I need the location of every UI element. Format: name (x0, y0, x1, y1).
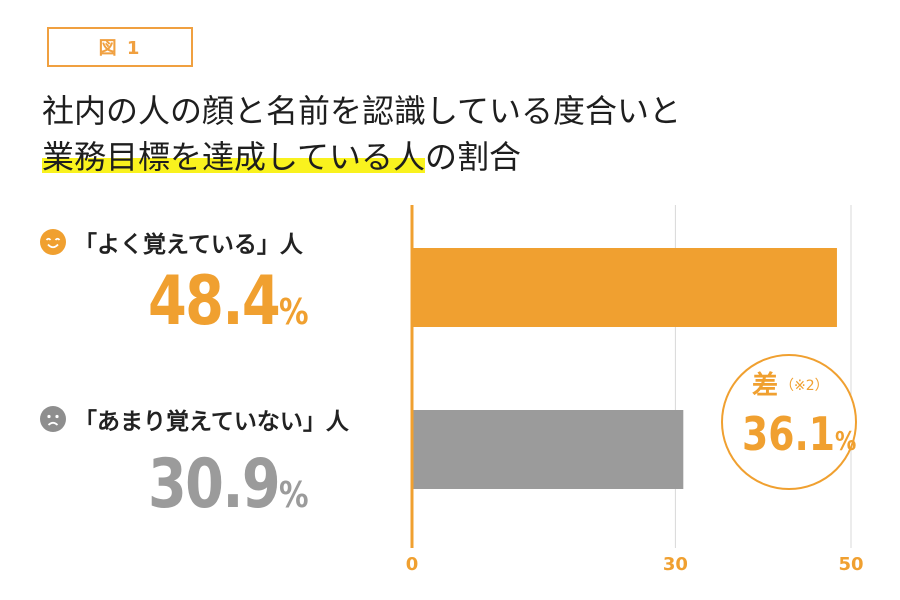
x-tick-label-30: 30 (663, 554, 688, 575)
category-label-not-remember: 「あまり覚えていない」人 (40, 402, 349, 436)
value-not-remember: 30.9% (148, 445, 309, 524)
title-line-1: 社内の人の顔と名前を認識している度合いと (42, 92, 682, 130)
sad-face-icon (40, 406, 66, 432)
value-number: 30.9 (148, 445, 281, 524)
title-highlight: 業務目標を達成している人 (42, 138, 426, 176)
value-number: 48.4 (148, 262, 281, 341)
value-unit: % (279, 292, 309, 333)
bar-0 (412, 248, 837, 327)
category-label-text: 「あまり覚えていない」人 (74, 409, 349, 435)
category-label-well-remember: 「よく覚えている」人 (40, 225, 303, 259)
bar-1 (412, 410, 684, 489)
title-line-2-rest: の割合 (425, 138, 522, 176)
difference-label: 差 (752, 370, 778, 401)
difference-badge: 差 （※2） 36.1% (721, 354, 857, 490)
difference-value: 36.1% (742, 407, 857, 461)
value-well-remember: 48.4% (148, 262, 309, 341)
x-tick-label-0: 0 (406, 554, 419, 575)
title-line-2: 業務目標を達成している人の割合 (42, 134, 681, 180)
category-label-text: 「よく覚えている」人 (74, 232, 303, 258)
difference-note: （※2） (780, 378, 829, 394)
chart-title: 社内の人の顔と名前を認識している度合いと 業務目標を達成している人の割合 (42, 88, 681, 180)
value-unit: % (279, 475, 309, 516)
figure-label: 図 1 (47, 27, 193, 67)
x-tick-label-50: 50 (838, 554, 863, 575)
smile-face-icon (40, 229, 66, 255)
